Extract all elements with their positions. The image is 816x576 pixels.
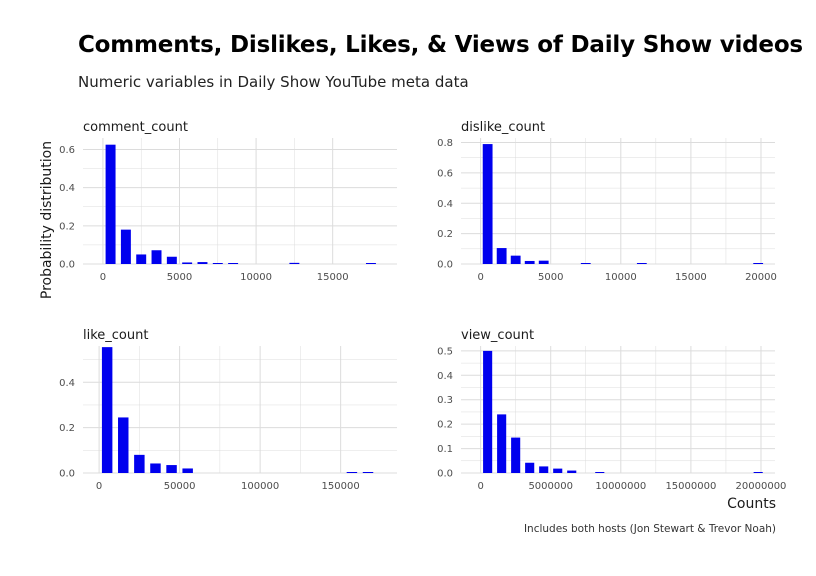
y-tick-label: 0.1 bbox=[437, 444, 453, 455]
y-tick-label: 0.2 bbox=[437, 420, 453, 431]
x-axis-title: Counts bbox=[727, 496, 776, 512]
x-tick-label: 10000000 bbox=[595, 481, 646, 492]
y-tick-label: 0.2 bbox=[59, 221, 75, 232]
bar bbox=[524, 260, 535, 264]
chart-title: Comments, Dislikes, Likes, & Views of Da… bbox=[78, 32, 803, 58]
y-tick-label: 0.6 bbox=[437, 168, 453, 179]
y-tick-label: 0.4 bbox=[59, 183, 75, 194]
bar bbox=[538, 260, 549, 264]
y-tick-label: 0.4 bbox=[59, 378, 75, 389]
bar bbox=[346, 472, 358, 473]
chart-caption: Includes both hosts (Jon Stewart & Trevo… bbox=[523, 523, 776, 535]
y-tick-label: 0.8 bbox=[437, 138, 453, 149]
bar bbox=[150, 463, 161, 473]
bar bbox=[365, 263, 376, 264]
panel-label: comment_count bbox=[83, 120, 188, 135]
bar bbox=[553, 468, 563, 473]
bar bbox=[120, 229, 131, 264]
bar bbox=[182, 262, 193, 264]
bar bbox=[539, 466, 549, 473]
x-tick-label: 0 bbox=[477, 481, 483, 492]
bar bbox=[118, 417, 129, 473]
bar bbox=[497, 414, 507, 473]
bar bbox=[636, 263, 647, 264]
bar bbox=[212, 263, 223, 264]
bar bbox=[483, 350, 493, 473]
x-tick-label: 15000 bbox=[675, 272, 707, 283]
y-axis-title: Probability distribution bbox=[39, 141, 55, 299]
x-tick-label: 10000 bbox=[240, 272, 272, 283]
x-tick-label: 20000000 bbox=[736, 481, 787, 492]
panel-like-count: like_count 0 50000 100000 150000 0.0 0.2 0.4 bbox=[59, 328, 397, 492]
x-tick-label: 5000 bbox=[167, 272, 192, 283]
bar bbox=[567, 470, 577, 473]
x-tick-label: 5000000 bbox=[528, 481, 573, 492]
bar bbox=[753, 263, 764, 264]
bar bbox=[595, 472, 605, 473]
x-tick-label: 15000 bbox=[317, 272, 349, 283]
y-tick-label: 0.0 bbox=[437, 469, 453, 480]
bar bbox=[289, 262, 300, 264]
y-tick-label: 0.4 bbox=[437, 371, 453, 382]
panel-view-count: view_count 0 5000000 10000000 15000000 200000… bbox=[437, 328, 786, 492]
x-tick-label: 10000 bbox=[605, 272, 637, 283]
x-tick-label: 100000 bbox=[241, 481, 279, 492]
y-tick-label: 0.0 bbox=[59, 469, 75, 480]
bar bbox=[151, 250, 162, 264]
x-tick-label: 0 bbox=[477, 272, 483, 283]
y-tick-label: 0.4 bbox=[437, 199, 453, 210]
y-tick-label: 0.0 bbox=[59, 260, 75, 271]
bar bbox=[136, 254, 147, 264]
x-tick-label: 20000 bbox=[745, 272, 777, 283]
panel-label: dislike_count bbox=[461, 120, 545, 135]
bar bbox=[101, 347, 113, 473]
chart-subtitle: Numeric variables in Daily Show YouTube … bbox=[78, 73, 469, 91]
y-tick-label: 0.3 bbox=[437, 395, 453, 406]
bar bbox=[496, 248, 507, 264]
x-tick-label: 15000000 bbox=[665, 481, 716, 492]
bar bbox=[105, 144, 116, 264]
y-tick-label: 0.2 bbox=[437, 229, 453, 240]
y-tick-label: 0.5 bbox=[437, 346, 453, 357]
bar bbox=[510, 255, 521, 264]
bar bbox=[580, 263, 591, 264]
x-tick-label: 0 bbox=[100, 272, 106, 283]
bar bbox=[482, 144, 493, 264]
bar bbox=[753, 472, 763, 473]
panel-label: view_count bbox=[461, 328, 534, 343]
bar bbox=[182, 468, 193, 473]
bar bbox=[166, 465, 177, 473]
bar bbox=[511, 437, 521, 473]
panel-comment-count: comment_count 0 5000 10000 15000 0.0 0.2 0.4 0.6 bbox=[59, 120, 397, 283]
y-tick-label: 0.6 bbox=[59, 145, 75, 156]
bar bbox=[362, 472, 374, 473]
bar bbox=[134, 454, 145, 473]
x-tick-label: 5000 bbox=[538, 272, 563, 283]
x-tick-label: 150000 bbox=[322, 481, 360, 492]
bar bbox=[197, 262, 208, 264]
x-tick-label: 50000 bbox=[164, 481, 196, 492]
y-tick-label: 0.2 bbox=[59, 423, 75, 434]
bar bbox=[228, 263, 239, 264]
panel-label: like_count bbox=[83, 328, 148, 343]
y-tick-label: 0.0 bbox=[437, 260, 453, 271]
x-tick-label: 0 bbox=[96, 481, 102, 492]
bar bbox=[525, 462, 535, 473]
bar bbox=[166, 256, 177, 264]
panel-dislike-count: dislike_count 0 5000 10000 15000 20000 0.0 0.2 0… bbox=[437, 120, 777, 283]
